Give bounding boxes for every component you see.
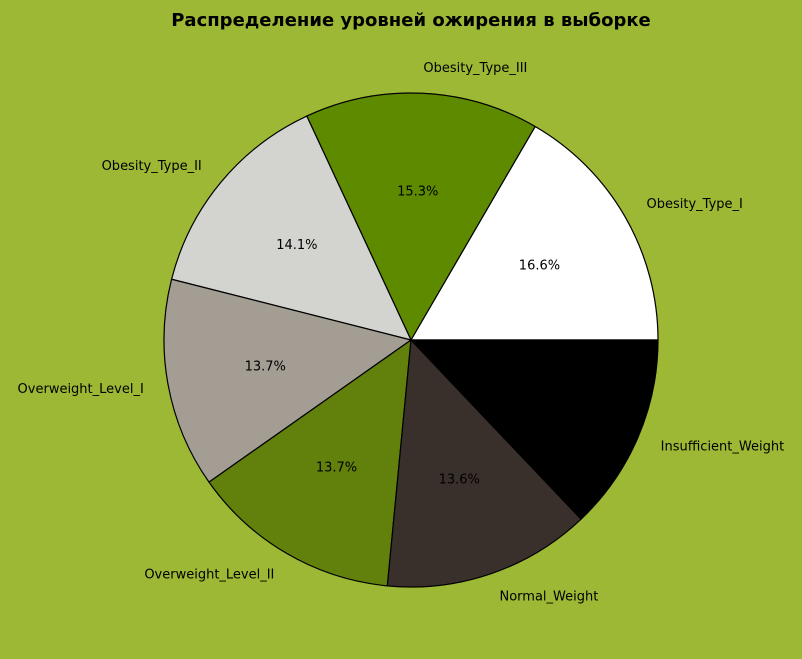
pie-slice-overweight-level-ii: [208, 339, 412, 587]
slice-label-normal-weight: Normal_Weight: [499, 589, 598, 604]
slice-percent-obesity-type-ii: 14.1%: [276, 238, 317, 253]
slice-percent-overweight-level-ii: 13.7%: [316, 461, 357, 476]
slice-label-obesity-type-i: Obesity_Type_I: [647, 197, 743, 212]
pie-slice-obesity-type-iii: [306, 92, 536, 341]
slice-percent-insufficient-weight: 12.9%: [527, 391, 568, 406]
pie-slice-overweight-level-i: [163, 278, 412, 483]
slice-percent-obesity-type-i: 16.6%: [519, 259, 560, 274]
pie-slices: [163, 92, 659, 588]
pie-slice-normal-weight: [386, 339, 582, 588]
slice-percent-overweight-level-i: 13.7%: [245, 359, 286, 374]
pie-slice-insufficient-weight: [410, 339, 659, 520]
slice-label-overweight-level-i: Overweight_Level_I: [18, 382, 144, 397]
slice-label-insufficient-weight: Insufficient_Weight: [661, 440, 785, 455]
pie-labels: Obesity_Type_I 16.6% Obesity_Type_III 15.3%…: [18, 61, 785, 604]
chart-title: Распределение уровней ожирения в выборке: [171, 10, 651, 31]
slice-percent-normal-weight: 13.6%: [439, 473, 480, 488]
pie-slice-obesity-type-ii: [170, 115, 412, 341]
slice-label-obesity-type-iii: Obesity_Type_III: [423, 61, 527, 76]
slice-percent-obesity-type-iii: 15.3%: [397, 184, 438, 199]
pie-slice-obesity-type-i: [410, 125, 659, 341]
slice-label-obesity-type-ii: Obesity_Type_II: [102, 159, 202, 174]
slice-label-overweight-level-ii: Overweight_Level_II: [144, 567, 274, 582]
